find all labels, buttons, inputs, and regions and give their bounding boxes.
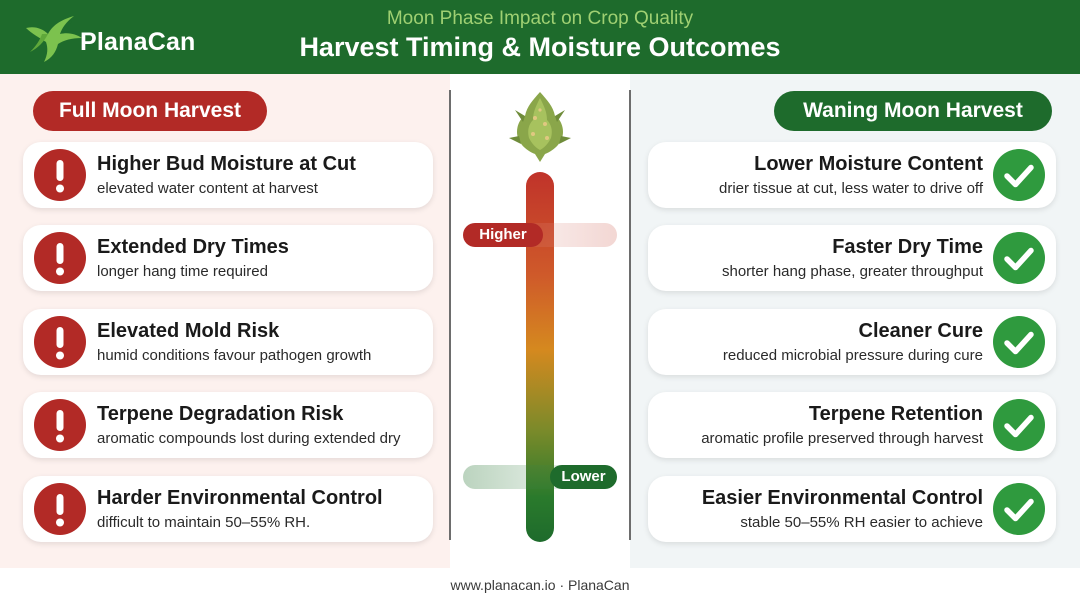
risk-title: Higher Bud Moisture at Cut <box>97 153 356 175</box>
risk-title: Elevated Mold Risk <box>97 320 280 342</box>
risk-card: Terpene Degradation Risk aromatic compou… <box>23 392 433 458</box>
benefit-description: drier tissue at cut, less water to drive… <box>718 180 983 197</box>
benefit-title: Easier Environmental Control <box>701 487 983 509</box>
benefit-card: Easier Environmental Control stable 50–5… <box>648 476 1056 542</box>
checkmark-icon <box>993 399 1045 451</box>
waning-moon-heading: Waning Moon Harvest <box>774 91 1052 131</box>
benefit-card: Faster Dry Time shorter hang phase, grea… <box>648 225 1056 291</box>
page-subtitle: Moon Phase Impact on Crop Quality <box>386 8 694 29</box>
checkmark-icon <box>993 316 1045 368</box>
header-bar: PlanaCan Moon Phase Impact on Crop Quali… <box>0 0 1080 74</box>
risk-title: Terpene Degradation Risk <box>97 403 344 425</box>
benefit-title: Cleaner Cure <box>858 320 984 342</box>
brand: PlanaCan <box>22 8 222 66</box>
risk-card: Elevated Mold Risk humid conditions favo… <box>23 309 433 375</box>
benefit-card: Lower Moisture Content drier tissue at c… <box>648 142 1056 208</box>
benefit-title: Lower Moisture Content <box>754 153 983 175</box>
divider-right <box>629 90 631 540</box>
cannabis-bud-icon <box>509 92 571 162</box>
divider-left <box>449 90 451 540</box>
risk-title: Harder Environmental Control <box>97 487 383 509</box>
exclamation-icon <box>34 483 86 535</box>
risk-description: difficult to maintain 50–55% RH. <box>97 514 311 531</box>
benefit-card: Terpene Retention aromatic profile prese… <box>648 392 1056 458</box>
risk-description: humid conditions favour pathogen growth <box>97 347 372 364</box>
benefit-title: Faster Dry Time <box>832 236 983 258</box>
exclamation-icon <box>34 316 86 368</box>
benefit-description: aromatic profile preserved through harve… <box>701 430 983 447</box>
risk-description: aromatic compounds lost during extended … <box>97 430 401 447</box>
exclamation-icon <box>34 149 86 201</box>
checkmark-icon <box>993 232 1045 284</box>
risk-description: elevated water content at harvest <box>97 180 318 197</box>
risk-card: Higher Bud Moisture at Cut elevated wate… <box>23 142 433 208</box>
checkmark-icon <box>993 483 1045 535</box>
exclamation-icon <box>34 399 86 451</box>
higher-level-tag: Higher <box>463 223 543 247</box>
hummingbird-logo <box>26 16 82 62</box>
benefit-description: stable 50–55% RH easier to achieve <box>740 514 983 531</box>
risk-title: Extended Dry Times <box>97 236 289 258</box>
risk-card: Harder Environmental Control difficult t… <box>23 476 433 542</box>
risk-card: Extended Dry Times longer hang time requ… <box>23 225 433 291</box>
benefit-description: shorter hang phase, greater throughput <box>721 263 983 280</box>
benefit-title: Terpene Retention <box>808 403 983 425</box>
lower-level-tag: Lower <box>550 465 617 489</box>
benefit-description: reduced microbial pressure during cure <box>722 347 983 364</box>
checkmark-icon <box>993 149 1045 201</box>
footer-credit: www.planacan.io · PlanaCan <box>0 568 1080 603</box>
full-moon-heading: Full Moon Harvest <box>33 91 267 131</box>
benefit-card: Cleaner Cure reduced microbial pressure … <box>648 309 1056 375</box>
exclamation-icon <box>34 232 86 284</box>
page-title: Harvest Timing & Moisture Outcomes <box>299 32 781 62</box>
risk-description: longer hang time required <box>97 263 268 280</box>
brand-name: PlanaCan <box>80 28 196 56</box>
